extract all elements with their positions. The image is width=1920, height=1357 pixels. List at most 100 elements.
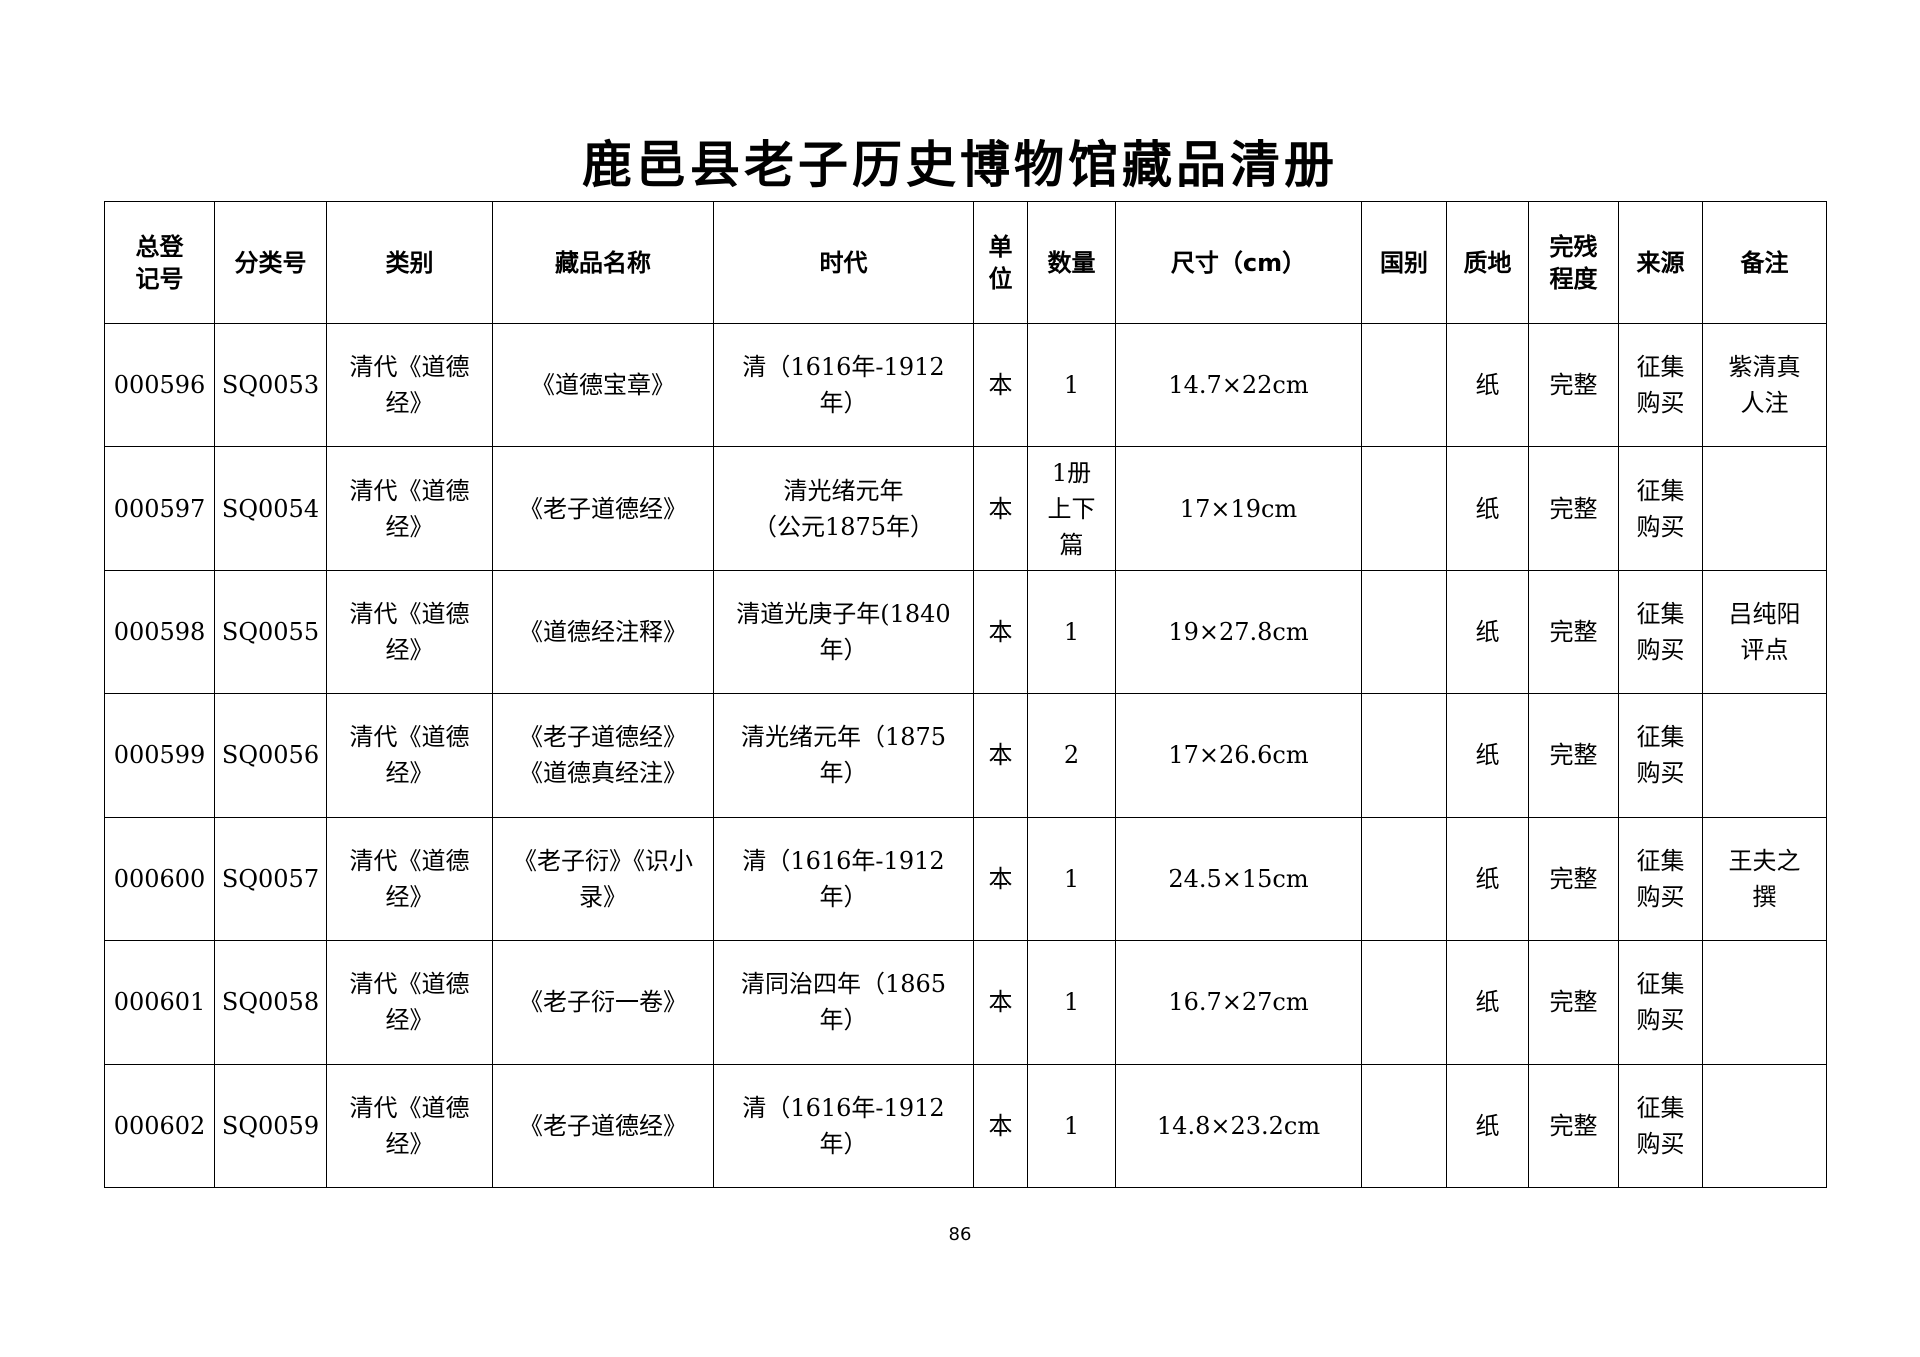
- cell-size: 14.8×23.2cm: [1115, 1063, 1362, 1189]
- collection-table: 总登 记号 分类号 类别 藏品名称 时代 单 位 数量 尺寸（cm） 国别 质地…: [104, 201, 1827, 1189]
- cell-remarks: [1702, 940, 1827, 1065]
- header-country: 国别: [1361, 201, 1447, 324]
- cell-condition: 完整: [1528, 569, 1619, 695]
- cell-condition: 完整: [1528, 446, 1619, 571]
- cell-source: 征集 购买: [1618, 940, 1703, 1065]
- cell-unit: 本: [973, 322, 1028, 448]
- cell-condition: 完整: [1528, 816, 1619, 942]
- cell-category: 清代《道德 经》: [326, 569, 493, 695]
- cell-condition: 完整: [1528, 693, 1619, 818]
- cell-registration-no: 000596: [104, 322, 215, 448]
- cell-registration-no: 000601: [104, 940, 215, 1065]
- header-condition: 完残 程度: [1528, 201, 1619, 324]
- cell-size: 17×19cm: [1115, 446, 1362, 571]
- cell-remarks: 吕纯阳 评点: [1702, 569, 1827, 695]
- table-row: 000599 SQ0056 清代《道德 经》 《老子道德经》 《道德真经注》 清光绪元年…: [104, 693, 1827, 818]
- cell-classification-no: SQ0054: [214, 446, 327, 571]
- cell-item-name: 《老子道德经》: [492, 446, 714, 571]
- cell-quantity: 1: [1027, 1063, 1116, 1189]
- cell-material: 纸: [1446, 446, 1529, 571]
- cell-size: 19×27.8cm: [1115, 569, 1362, 695]
- cell-classification-no: SQ0059: [214, 1063, 327, 1189]
- cell-source: 征集 购买: [1618, 569, 1703, 695]
- cell-classification-no: SQ0053: [214, 322, 327, 448]
- cell-classification-no: SQ0057: [214, 816, 327, 942]
- cell-country: [1361, 693, 1447, 818]
- header-classification-no: 分类号: [214, 201, 327, 324]
- cell-registration-no: 000597: [104, 446, 215, 571]
- cell-size: 14.7×22cm: [1115, 322, 1362, 448]
- cell-material: 纸: [1446, 816, 1529, 942]
- page-number: 86: [948, 1224, 972, 1245]
- cell-material: 纸: [1446, 569, 1529, 695]
- cell-source: 征集 购买: [1618, 816, 1703, 942]
- cell-material: 纸: [1446, 322, 1529, 448]
- cell-registration-no: 000602: [104, 1063, 215, 1189]
- cell-category: 清代《道德 经》: [326, 940, 493, 1065]
- cell-registration-no: 000599: [104, 693, 215, 818]
- cell-country: [1361, 322, 1447, 448]
- cell-item-name: 《老子道德经》 《道德真经注》: [492, 693, 714, 818]
- cell-size: 24.5×15cm: [1115, 816, 1362, 942]
- cell-era: 清（1616年-1912 年）: [713, 322, 974, 448]
- cell-material: 纸: [1446, 693, 1529, 818]
- cell-remarks: [1702, 1063, 1827, 1189]
- table-row: 000598 SQ0055 清代《道德 经》 《道德经注释》 清道光庚子年(1840 年…: [104, 569, 1827, 695]
- cell-quantity: 1册 上下 篇: [1027, 446, 1116, 571]
- header-unit: 单 位: [973, 201, 1028, 324]
- cell-era: 清（1616年-1912 年）: [713, 1063, 974, 1189]
- cell-item-name: 《道德宝章》: [492, 322, 714, 448]
- cell-material: 纸: [1446, 940, 1529, 1065]
- header-source: 来源: [1618, 201, 1703, 324]
- cell-era: 清同治四年（1865 年）: [713, 940, 974, 1065]
- cell-classification-no: SQ0058: [214, 940, 327, 1065]
- cell-material: 纸: [1446, 1063, 1529, 1189]
- cell-quantity: 1: [1027, 322, 1116, 448]
- cell-unit: 本: [973, 446, 1028, 571]
- header-material: 质地: [1446, 201, 1529, 324]
- cell-country: [1361, 1063, 1447, 1189]
- cell-condition: 完整: [1528, 1063, 1619, 1189]
- table-body: 000596 SQ0053 清代《道德 经》 《道德宝章》 清（1616年-1912 年…: [104, 322, 1827, 1189]
- table-row: 000600 SQ0057 清代《道德 经》 《老子衍》《识小 录》 清（1616年-1…: [104, 816, 1827, 942]
- cell-item-name: 《老子衍》《识小 录》: [492, 816, 714, 942]
- header-registration-no: 总登 记号: [104, 201, 215, 324]
- cell-classification-no: SQ0055: [214, 569, 327, 695]
- cell-classification-no: SQ0056: [214, 693, 327, 818]
- header-row: 总登 记号 分类号 类别 藏品名称 时代 单 位 数量 尺寸（cm） 国别 质地…: [104, 201, 1827, 324]
- cell-item-name: 《老子道德经》: [492, 1063, 714, 1189]
- header-quantity: 数量: [1027, 201, 1116, 324]
- cell-country: [1361, 446, 1447, 571]
- cell-era: 清道光庚子年(1840 年）: [713, 569, 974, 695]
- cell-category: 清代《道德 经》: [326, 1063, 493, 1189]
- cell-condition: 完整: [1528, 940, 1619, 1065]
- cell-unit: 本: [973, 816, 1028, 942]
- cell-condition: 完整: [1528, 322, 1619, 448]
- header-era: 时代: [713, 201, 974, 324]
- cell-category: 清代《道德 经》: [326, 446, 493, 571]
- cell-item-name: 《道德经注释》: [492, 569, 714, 695]
- cell-size: 16.7×27cm: [1115, 940, 1362, 1065]
- cell-remarks: 紫清真 人注: [1702, 322, 1827, 448]
- cell-country: [1361, 569, 1447, 695]
- cell-quantity: 1: [1027, 569, 1116, 695]
- cell-source: 征集 购买: [1618, 446, 1703, 571]
- cell-remarks: [1702, 446, 1827, 571]
- cell-source: 征集 购买: [1618, 693, 1703, 818]
- table-row: 000596 SQ0053 清代《道德 经》 《道德宝章》 清（1616年-1912 年…: [104, 322, 1827, 448]
- table-row: 000601 SQ0058 清代《道德 经》 《老子衍一卷》 清同治四年（1865 年）…: [104, 940, 1827, 1065]
- cell-unit: 本: [973, 940, 1028, 1065]
- cell-quantity: 1: [1027, 816, 1116, 942]
- cell-remarks: [1702, 693, 1827, 818]
- cell-size: 17×26.6cm: [1115, 693, 1362, 818]
- page-title: 鹿邑县老子历史博物馆藏品清册: [582, 136, 1338, 194]
- cell-registration-no: 000600: [104, 816, 215, 942]
- cell-unit: 本: [973, 693, 1028, 818]
- cell-era: 清（1616年-1912 年）: [713, 816, 974, 942]
- cell-era: 清光绪元年（1875 年）: [713, 693, 974, 818]
- cell-item-name: 《老子衍一卷》: [492, 940, 714, 1065]
- cell-registration-no: 000598: [104, 569, 215, 695]
- cell-country: [1361, 816, 1447, 942]
- header-item-name: 藏品名称: [492, 201, 714, 324]
- header-category: 类别: [326, 201, 493, 324]
